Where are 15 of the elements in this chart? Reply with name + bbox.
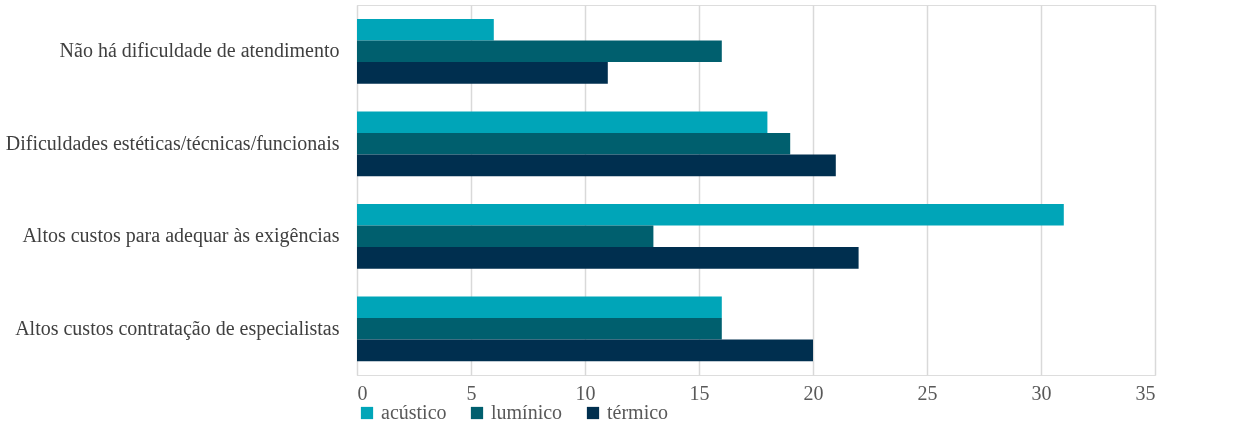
- x-tick-label: 30: [1031, 381, 1052, 404]
- y-tick-label: Altos custos contratação de especialistas: [15, 316, 340, 340]
- x-tick-label: 10: [575, 381, 596, 404]
- y-tick-label: Dificuldades estéticas/técnicas/funcionais: [5, 131, 340, 154]
- x-tick-label: 25: [917, 381, 938, 404]
- x-tick-label: 5: [466, 381, 477, 404]
- x-tick-label: 0: [357, 381, 368, 404]
- y-tick-label: Altos custos para adequar às exigências: [22, 224, 340, 248]
- legend-label: acústico: [381, 401, 447, 423]
- y-tick-label: Não há dificuldade de atendimento: [59, 39, 340, 62]
- legend-label: lumínico: [491, 401, 563, 423]
- x-tick-label: 15: [689, 381, 710, 404]
- legend-label: térmico: [607, 401, 669, 423]
- x-tick-label: 35: [1135, 381, 1156, 404]
- x-tick-label: 20: [803, 381, 824, 404]
